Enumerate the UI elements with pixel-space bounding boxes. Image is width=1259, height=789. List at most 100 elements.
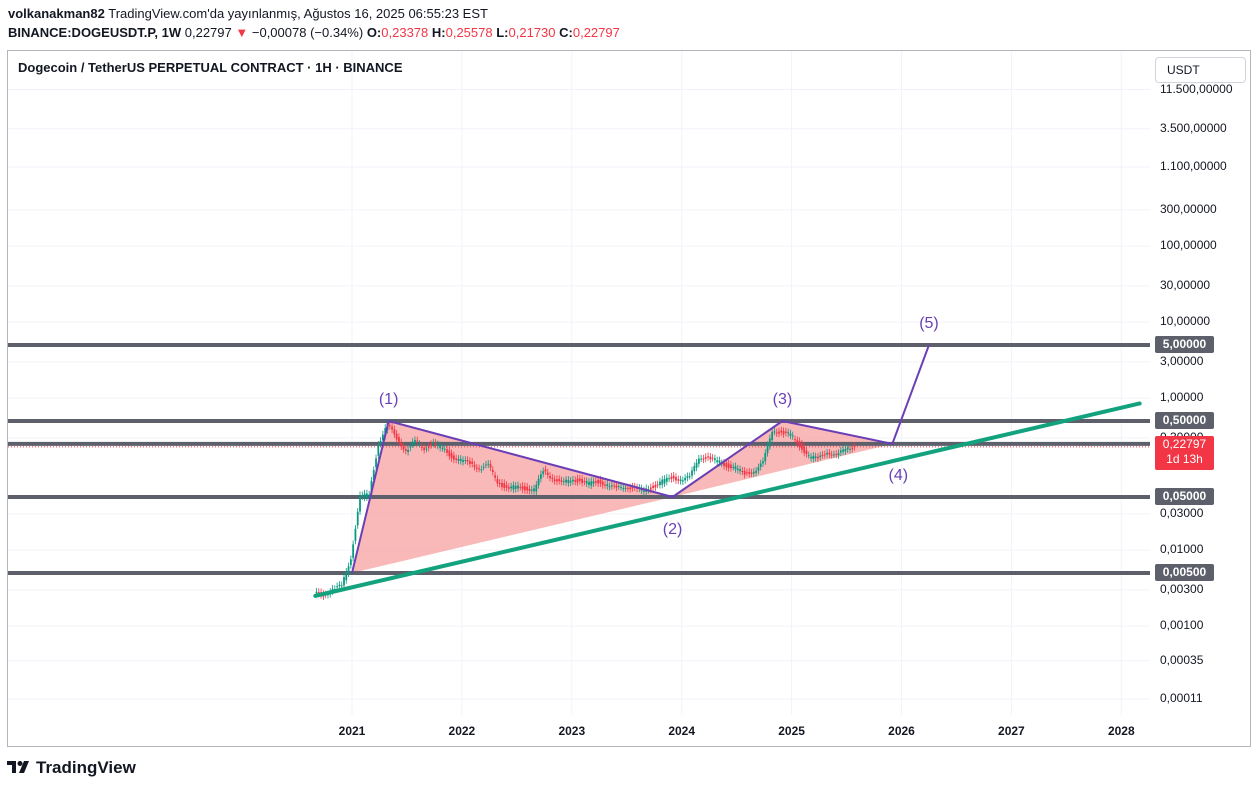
price-axis-label: 0,00011 bbox=[1160, 690, 1203, 705]
candle-body bbox=[343, 577, 345, 586]
candle-body bbox=[704, 457, 707, 459]
candle-body bbox=[452, 455, 455, 460]
candle-body bbox=[663, 478, 666, 484]
candle-body bbox=[567, 479, 570, 484]
candle-body bbox=[475, 467, 478, 469]
candle-body bbox=[798, 441, 801, 448]
candle-body bbox=[583, 481, 586, 483]
candle-body bbox=[764, 452, 767, 462]
candle-body bbox=[404, 448, 407, 451]
candle-body bbox=[411, 441, 414, 445]
candle-body bbox=[510, 486, 513, 489]
candle-body bbox=[654, 484, 657, 488]
candle-body bbox=[608, 486, 611, 488]
candle-body bbox=[739, 469, 741, 472]
high-value: 0,25578 bbox=[445, 25, 493, 40]
author-name[interactable]: volkanakman82 bbox=[8, 6, 105, 21]
time-axis-label: 2025 bbox=[778, 724, 805, 738]
candle-body bbox=[801, 443, 803, 450]
elliott-wave-lines bbox=[351, 344, 930, 574]
candle-body bbox=[491, 469, 494, 473]
candle-body bbox=[560, 480, 563, 482]
wave-label: (1) bbox=[378, 391, 399, 408]
candle-body bbox=[354, 528, 357, 541]
candle-body bbox=[487, 463, 490, 465]
candle-body bbox=[803, 446, 806, 453]
candle-body bbox=[361, 495, 364, 497]
candle-body bbox=[691, 470, 693, 476]
candle-body bbox=[842, 449, 845, 452]
candle-body bbox=[501, 482, 503, 487]
candle-body bbox=[688, 476, 691, 478]
candle-body bbox=[436, 444, 439, 446]
candle-body bbox=[349, 559, 352, 566]
candle-body bbox=[379, 440, 382, 444]
candle-body bbox=[514, 485, 517, 489]
candle-body bbox=[851, 448, 854, 450]
candle-body bbox=[578, 478, 581, 481]
candle-body bbox=[805, 450, 808, 455]
currency-button[interactable]: USDT bbox=[1155, 57, 1246, 83]
candle-body bbox=[606, 484, 609, 487]
price-axis-label: 0,00100 bbox=[1160, 618, 1204, 633]
candle-body bbox=[620, 486, 622, 488]
price-axis-label: 1,00000 bbox=[1160, 390, 1204, 405]
candle-body bbox=[594, 481, 597, 483]
candle-body bbox=[750, 472, 753, 474]
candle-body bbox=[755, 470, 758, 473]
current-price-value: 0,22797 bbox=[1162, 436, 1207, 451]
price-axis-label: 3,00000 bbox=[1160, 353, 1204, 368]
candle-body bbox=[592, 481, 595, 484]
trendline bbox=[313, 401, 1142, 598]
logo-text: TradingView bbox=[36, 758, 136, 777]
candle-body bbox=[711, 457, 714, 459]
candle-body bbox=[622, 488, 625, 490]
candle-body bbox=[414, 440, 416, 443]
candle-body bbox=[835, 454, 838, 456]
ohlc-legend: BINANCE:DOGEUSDT.P, 1W 0,22797 ▼ −0,0007… bbox=[8, 25, 620, 40]
candle-body bbox=[695, 462, 698, 468]
candle-body bbox=[707, 456, 709, 458]
wave-3-4-triangle bbox=[672, 421, 893, 497]
candle-body bbox=[775, 432, 778, 434]
candle-body bbox=[402, 446, 405, 450]
candle-body bbox=[599, 479, 602, 484]
candle-body bbox=[762, 461, 764, 464]
price-axis-label: 3.500,00000 bbox=[1160, 120, 1227, 135]
candle-body bbox=[782, 431, 785, 435]
candle-body bbox=[817, 456, 819, 459]
candle-body bbox=[450, 453, 453, 459]
candle-body bbox=[315, 591, 318, 594]
candle-body bbox=[562, 481, 565, 483]
candle-body bbox=[617, 486, 620, 488]
candle-body bbox=[700, 458, 703, 460]
candle-body bbox=[604, 484, 606, 486]
candle-body bbox=[725, 462, 728, 468]
candle-body bbox=[821, 454, 824, 456]
price-axis-label: 11.500,00000 bbox=[1160, 81, 1233, 96]
candle-body bbox=[830, 454, 833, 456]
candle-body bbox=[441, 447, 444, 449]
candle-body bbox=[752, 471, 755, 474]
candle-body bbox=[556, 479, 558, 482]
candle-body bbox=[565, 479, 567, 483]
tradingview-logo[interactable]: TradingView bbox=[7, 758, 136, 778]
candle-body bbox=[485, 464, 487, 466]
candle-body bbox=[681, 480, 684, 482]
candle-body bbox=[539, 474, 542, 479]
candle-body bbox=[469, 461, 471, 465]
candle-body bbox=[773, 431, 776, 433]
symbol-label[interactable]: BINANCE:DOGEUSDT.P, 1W bbox=[8, 25, 182, 40]
candle-body bbox=[519, 487, 522, 489]
support-trendline bbox=[313, 401, 1142, 598]
level-price-badge: 0,50000 bbox=[1155, 412, 1214, 429]
time-axis-label: 2027 bbox=[998, 724, 1025, 738]
high-label: H: bbox=[431, 25, 446, 40]
level-price-badge: 0,05000 bbox=[1155, 488, 1214, 505]
candle-body bbox=[789, 433, 792, 436]
candle-body bbox=[464, 459, 467, 461]
candle-body bbox=[523, 486, 526, 491]
candle-body bbox=[810, 456, 812, 459]
candle-body bbox=[713, 458, 716, 461]
